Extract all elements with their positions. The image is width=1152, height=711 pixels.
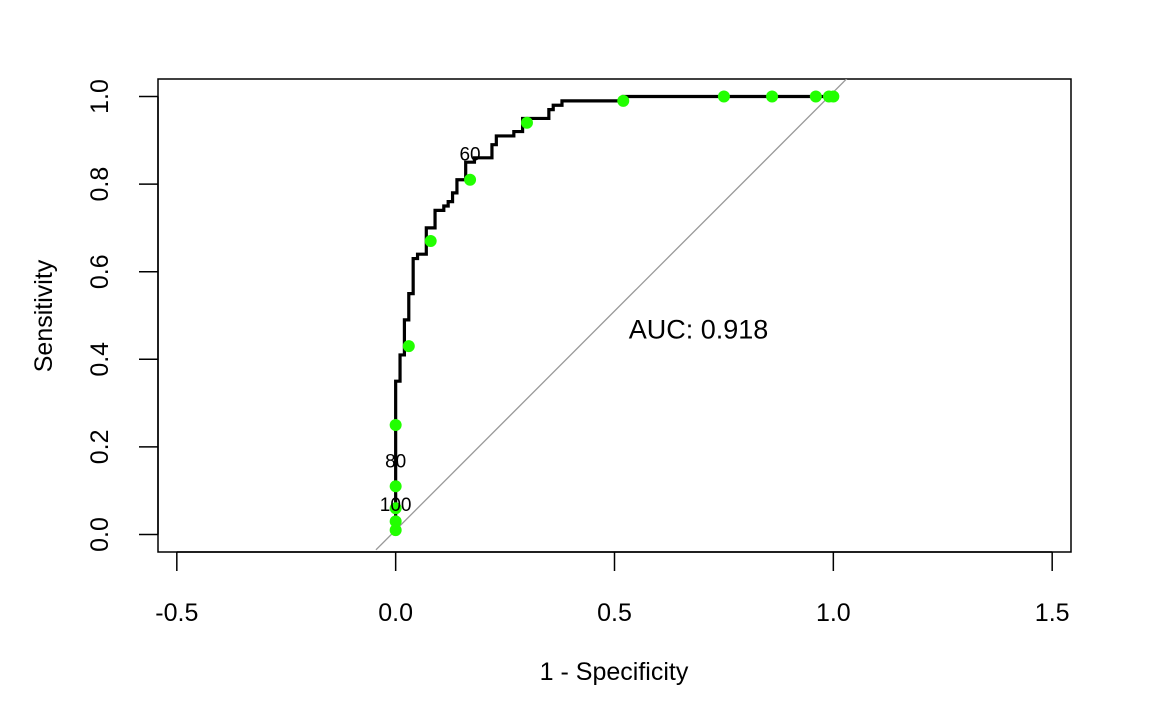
threshold-label: 80 [385, 451, 406, 472]
threshold-points-layer [389, 90, 840, 537]
threshold-point [520, 116, 533, 129]
x-tick-label: 0.5 [597, 599, 632, 627]
threshold-point [389, 418, 402, 431]
y-tick-label: 0.2 [86, 430, 114, 465]
y-tick-label: 0.6 [86, 254, 114, 289]
reference-line [375, 79, 848, 551]
threshold-point [424, 235, 437, 248]
threshold-point [766, 90, 779, 103]
x-tick-label: 0.0 [378, 599, 413, 627]
threshold-point [389, 480, 402, 493]
x-tick-label: -0.5 [155, 599, 198, 627]
threshold-point [464, 173, 477, 186]
threshold-point [389, 515, 402, 528]
threshold-point [717, 90, 730, 103]
plot-frame [157, 78, 1072, 553]
threshold-point [809, 90, 822, 103]
annotation-layer: 60 80 100 [380, 145, 481, 516]
reference-line-layer [375, 79, 848, 551]
y-axis-title: Sensitivity [30, 259, 58, 372]
y-tick-label: 0.8 [86, 167, 114, 202]
threshold-label: 60 [459, 145, 480, 166]
threshold-point [389, 524, 402, 537]
y-tick-label: 1.0 [86, 79, 114, 114]
threshold-point [389, 502, 402, 515]
auc-label: AUC: 0.918 [629, 315, 769, 345]
roc-curve-layer [394, 94, 834, 535]
x-tick-label: 1.5 [1035, 599, 1070, 627]
x-tick-label: 1.0 [816, 599, 851, 627]
threshold-point [827, 90, 840, 103]
y-axis: 0.0 0.2 0.4 0.6 0.8 1.0 [86, 79, 159, 552]
threshold-label: 100 [380, 495, 412, 516]
threshold-point [617, 94, 630, 107]
y-tick-label: 0.0 [86, 517, 114, 552]
x-axis-title: 1 - Specificity [540, 658, 689, 686]
roc-curve-line [394, 94, 834, 535]
threshold-point [402, 340, 415, 353]
y-tick-label: 0.4 [86, 342, 114, 377]
x-axis: -0.5 0.0 0.5 1.0 1.5 [155, 551, 1070, 627]
